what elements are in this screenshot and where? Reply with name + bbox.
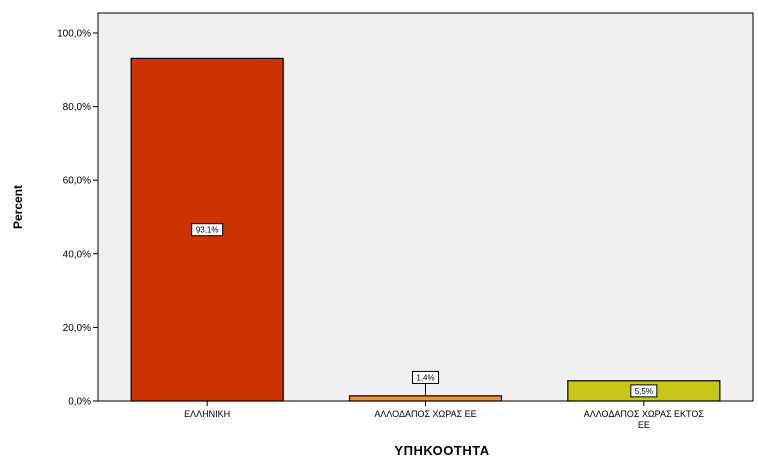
x-tick-label: ΕΛΛΗΝΙΚΗ: [184, 409, 230, 419]
x-axis: ΕΛΛΗΝΙΚΗ ΑΛΛΟΔΑΠΟΣ ΧΩΡΑΣ ΕΕ ΑΛΛΟΔΑΠΟΣ ΧΩΡΑ…: [184, 401, 704, 430]
y-tick-label: 60,0%: [63, 176, 91, 187]
data-label-box: [630, 384, 658, 398]
x-tick-label: ΑΛΛΟΔΑΠΟΣ ΧΩΡΑΣ ΕΚΤΟΣ: [584, 409, 705, 419]
data-label-box: [191, 223, 224, 237]
x-tick-label: ΕΕ: [638, 420, 650, 430]
y-axis: 0,0% 20,0% 40,0% 60,0% 80,0% 100,0%: [57, 29, 98, 408]
x-axis-title: ΥΠΗΚΟΟΤΗΤΑ: [394, 443, 489, 458]
y-tick-label: 0,0%: [68, 397, 91, 408]
data-label: 5,5%: [635, 387, 653, 396]
data-label: 1,4%: [416, 373, 434, 382]
x-tick-label: ΑΛΛΟΔΑΠΟΣ ΧΩΡΑΣ ΕΕ: [374, 409, 476, 419]
y-tick-label: 40,0%: [63, 249, 91, 260]
bars: 93,1% 1,4% 5,5%: [130, 57, 721, 402]
y-tick-label: 100,0%: [57, 29, 91, 40]
y-tick-label: 80,0%: [63, 102, 91, 113]
y-axis-title: Percent: [11, 185, 25, 229]
data-label: 93,1%: [196, 226, 219, 235]
y-tick-label: 20,0%: [63, 323, 91, 334]
bar: [348, 395, 503, 402]
